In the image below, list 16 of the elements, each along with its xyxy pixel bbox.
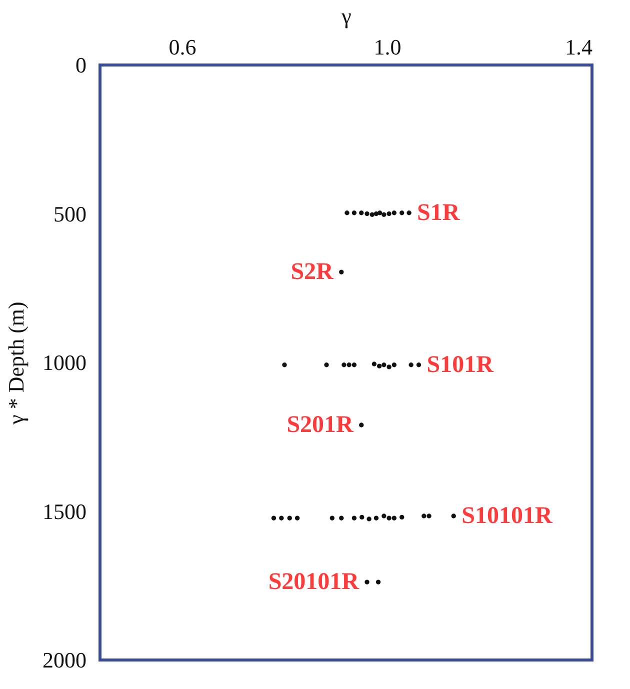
annotation: S2R [290,259,334,286]
annotation: S20101R [268,569,360,596]
annotation: S1R [417,200,460,226]
y-tick-label: 1000 [42,350,86,375]
annotation: S101R [426,352,494,378]
y-tick-label: 1500 [42,498,86,524]
x-axis-title: γ [340,4,352,28]
y-tick-label: 0 [76,52,86,78]
x-tick-label: 1.0 [374,34,402,60]
x-tick-label: 1.4 [565,34,592,60]
y-axis-title: γ * Depth (m) [4,302,28,426]
annotation: S201R [286,412,354,438]
y-tick-label: 2000 [42,648,86,672]
y-tick-label: 500 [54,201,86,226]
x-tick-label: 0.6 [168,34,196,60]
annotation: S10101R [462,503,553,530]
